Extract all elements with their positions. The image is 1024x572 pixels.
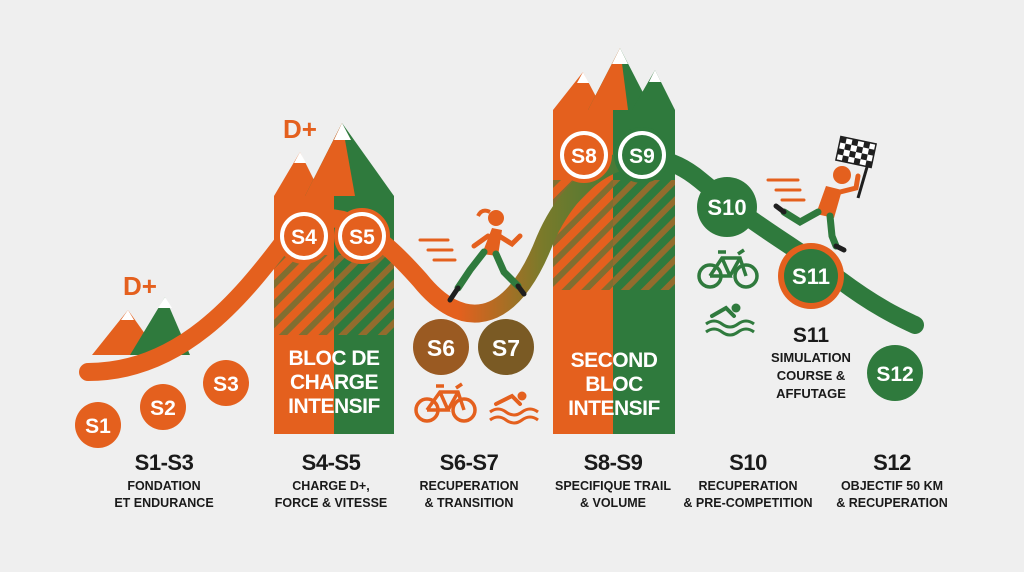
dplus-label-large: D+	[283, 114, 317, 144]
svg-text:S10: S10	[729, 450, 767, 475]
svg-text:S11: S11	[792, 264, 830, 289]
week-circle-s7: S7	[478, 319, 534, 375]
svg-text:CHARGE D+,: CHARGE D+,	[292, 479, 369, 493]
svg-text:S7: S7	[492, 335, 520, 361]
phase-label-s1-s3: S1-S3 FONDATION ET ENDURANCE	[114, 450, 213, 510]
svg-text:OBJECTIF 50 KM: OBJECTIF 50 KM	[841, 479, 943, 493]
svg-text:S6-S7: S6-S7	[440, 450, 499, 475]
second-block-label: SECOND BLOC INTENSIF	[568, 349, 661, 420]
first-block-label: BLOC DE CHARGE INTENSIF	[288, 347, 381, 418]
phase-label-s12: S12 OBJECTIF 50 KM & RECUPERATION	[836, 450, 948, 510]
phase-label-s10: S10 RECUPERATION & PRE-COMPETITION	[683, 450, 812, 510]
svg-text:RECUPERATION: RECUPERATION	[698, 479, 797, 493]
svg-text:INTENSIF: INTENSIF	[568, 397, 660, 420]
svg-text:& VOLUME: & VOLUME	[580, 496, 646, 510]
week-circle-s12: S12	[867, 345, 923, 401]
bicycle-icon-s10	[697, 248, 759, 289]
week-circle-s2: S2	[140, 384, 186, 430]
week-circle-s11: S11	[778, 243, 844, 309]
svg-text:S4: S4	[291, 226, 317, 249]
svg-text:AFFUTAGE: AFFUTAGE	[776, 386, 846, 401]
svg-text:S12: S12	[873, 450, 911, 475]
svg-text:S10: S10	[707, 195, 746, 220]
week-circle-s5: S5	[334, 208, 390, 264]
runner-with-flag-icon	[766, 149, 874, 253]
svg-text:S3: S3	[213, 373, 239, 396]
svg-text:S8-S9: S8-S9	[584, 450, 643, 475]
svg-text:S9: S9	[629, 145, 655, 168]
phase-label-s6-s7: S6-S7 RECUPERATION & TRANSITION	[419, 450, 518, 510]
runner-icon	[418, 208, 527, 303]
svg-text:S8: S8	[571, 145, 597, 168]
svg-text:CHARGE: CHARGE	[290, 371, 378, 394]
svg-text:& PRE-COMPETITION: & PRE-COMPETITION	[683, 496, 812, 510]
svg-text:S12: S12	[876, 363, 913, 386]
svg-text:& RECUPERATION: & RECUPERATION	[836, 496, 948, 510]
svg-text:ET ENDURANCE: ET ENDURANCE	[114, 496, 213, 510]
svg-text:S4-S5: S4-S5	[302, 450, 361, 475]
svg-text:COURSE &: COURSE &	[777, 368, 846, 383]
checkered-flag-icon	[835, 135, 877, 169]
svg-text:SIMULATION: SIMULATION	[771, 350, 851, 365]
svg-text:SPECIFIQUE TRAIL: SPECIFIQUE TRAIL	[555, 479, 671, 493]
phase-label-s4-s5: S4-S5 CHARGE D+, FORCE & VITESSE	[275, 450, 388, 510]
svg-text:FONDATION: FONDATION	[127, 479, 200, 493]
svg-text:FORCE & VITESSE: FORCE & VITESSE	[275, 496, 388, 510]
svg-text:RECUPERATION: RECUPERATION	[419, 479, 518, 493]
svg-text:INTENSIF: INTENSIF	[288, 395, 380, 418]
week-circle-s1: S1	[75, 402, 121, 448]
svg-text:& TRANSITION: & TRANSITION	[425, 496, 514, 510]
swimmer-icon-s6s7	[489, 391, 539, 425]
week-circle-s4: S4	[276, 208, 332, 264]
svg-text:BLOC: BLOC	[585, 373, 643, 396]
week-circle-s8: S8	[556, 127, 612, 183]
swimmer-icon-s10	[705, 303, 755, 337]
svg-text:S5: S5	[349, 226, 375, 249]
week-circle-s9: S9	[614, 127, 670, 183]
week-circle-s3: S3	[203, 360, 249, 406]
svg-text:S1: S1	[85, 415, 111, 438]
svg-text:SECOND: SECOND	[571, 349, 658, 372]
s11-note: S11 SIMULATION COURSE & AFFUTAGE	[771, 324, 851, 401]
week-circle-s10: S10	[697, 177, 757, 237]
phase-label-s8-s9: S8-S9 SPECIFIQUE TRAIL & VOLUME	[555, 450, 671, 510]
svg-text:BLOC DE: BLOC DE	[289, 347, 380, 370]
svg-text:S1-S3: S1-S3	[135, 450, 194, 475]
svg-text:S2: S2	[150, 397, 176, 420]
svg-text:S6: S6	[427, 335, 455, 361]
week-circle-s6: S6	[413, 319, 469, 375]
dplus-label-small: D+	[123, 271, 157, 301]
svg-text:S11: S11	[793, 324, 830, 347]
bicycle-icon-s6s7	[414, 382, 477, 423]
